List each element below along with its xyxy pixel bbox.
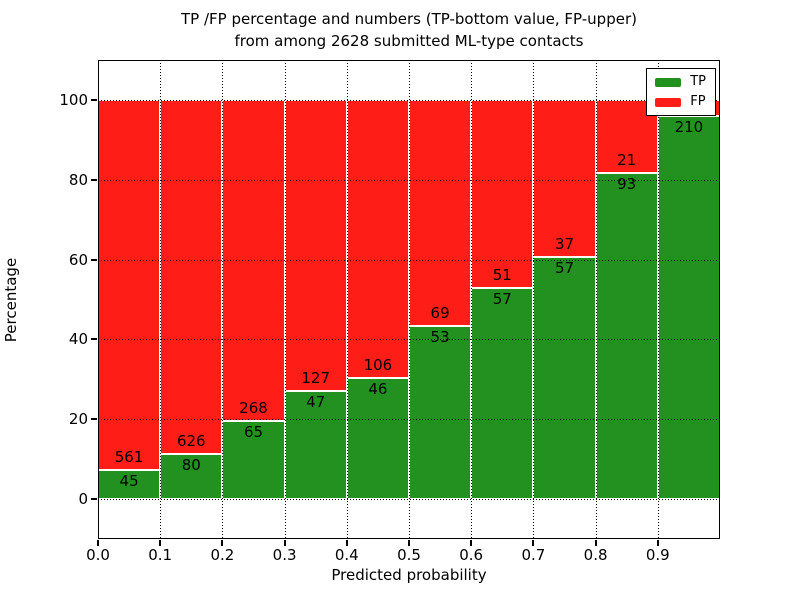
x-tick-label: 0.2 xyxy=(210,546,235,564)
chart-title-line2: from among 2628 submitted ML-type contac… xyxy=(234,32,584,50)
x-tick-label: 0.8 xyxy=(583,546,608,564)
y-tick-label: 40 xyxy=(68,330,88,349)
fp-count-label: 37 xyxy=(554,235,575,254)
tp-bar-segment xyxy=(595,173,658,500)
tp-bar-segment xyxy=(222,421,285,500)
tp-bar-segment xyxy=(284,391,347,500)
fp-bar-segment xyxy=(284,99,347,392)
x-tick-label: 0.9 xyxy=(645,546,670,564)
fp-count-label: 21 xyxy=(617,151,637,170)
y-tick-label: 80 xyxy=(68,170,88,189)
x-gridline xyxy=(284,60,286,539)
tp-bar-segment xyxy=(533,257,596,500)
y-tick-mark xyxy=(91,178,97,181)
y-axis-label: Percentage xyxy=(2,257,20,343)
chart-title: TP /FP percentage and numbers (TP-bottom… xyxy=(98,8,720,52)
fp-bar-segment xyxy=(160,99,223,454)
fp-count-label: 127 xyxy=(301,369,330,388)
x-gridline xyxy=(471,60,473,539)
legend-label-tp: TP xyxy=(690,74,706,89)
x-gridline xyxy=(533,60,535,539)
fp-count-label: 106 xyxy=(363,356,393,375)
x-tick-label: 0.4 xyxy=(334,546,359,564)
x-gridline xyxy=(160,60,162,539)
x-gridline xyxy=(595,60,597,539)
y-tick-label: 60 xyxy=(68,250,88,269)
tp-bar-segment xyxy=(471,288,534,500)
x-tick-label: 0.3 xyxy=(272,546,297,564)
tp-count-label: 45 xyxy=(119,471,139,490)
x-gridline xyxy=(657,60,659,539)
x-tick-label: 0.0 xyxy=(86,546,110,564)
x-tick-mark xyxy=(345,540,348,546)
tp-count-label: 53 xyxy=(430,327,450,346)
legend-swatch-tp xyxy=(655,77,682,87)
fp-count-label: 561 xyxy=(114,447,144,466)
fp-count-label: 626 xyxy=(176,431,206,450)
x-tick-mark xyxy=(470,540,473,546)
chart-title-line1: TP /FP percentage and numbers (TP-bottom… xyxy=(181,10,637,28)
y-tick-label: 100 xyxy=(59,90,88,109)
tp-count-label: 65 xyxy=(243,423,264,442)
x-tick-mark xyxy=(594,540,597,546)
fp-count-label: 69 xyxy=(430,303,450,322)
plot-area: 561 45 626 80 268 65 127 47 106 46 69 53 51 57 37 57 21 9… xyxy=(98,60,720,539)
y-tick-label: 20 xyxy=(68,410,88,429)
x-tick-mark xyxy=(532,540,535,546)
tp-count-label: 46 xyxy=(368,380,388,399)
y-tick-mark xyxy=(91,258,97,261)
tp-count-label: 93 xyxy=(617,175,637,194)
x-tick-mark xyxy=(159,540,162,546)
fp-bar-segment xyxy=(346,99,409,379)
tp-count-label: 47 xyxy=(306,393,326,412)
tp-count-label: 210 xyxy=(674,118,704,137)
x-tick-mark xyxy=(656,540,659,546)
fp-count-label: 268 xyxy=(239,399,268,418)
x-tick-label: 0.1 xyxy=(148,546,173,564)
x-tick-mark xyxy=(97,540,99,546)
tp-bar-segment xyxy=(98,469,161,500)
fp-bar-segment xyxy=(409,99,472,326)
legend-box: TP FP xyxy=(646,68,716,116)
y-tick-mark xyxy=(91,338,97,341)
tp-bar-segment xyxy=(409,325,472,500)
y-tick-mark xyxy=(91,98,97,101)
x-gridline xyxy=(409,60,410,539)
tp-count-label: 80 xyxy=(181,455,201,474)
x-tick-mark xyxy=(408,540,410,546)
tp-count-label: 57 xyxy=(492,290,512,309)
tp-bar-segment xyxy=(346,378,409,500)
x-tick-mark xyxy=(283,540,286,546)
fp-bar-segment xyxy=(98,99,161,470)
tp-count-label: 57 xyxy=(554,259,575,278)
tp-bar-segment xyxy=(657,116,720,500)
x-tick-mark xyxy=(221,540,224,546)
legend-entry: FP xyxy=(655,95,706,109)
x-tick-label: 0.7 xyxy=(521,546,546,564)
y-tick-mark xyxy=(91,498,97,501)
y-tick-mark xyxy=(91,418,97,421)
legend-label-fp: FP xyxy=(690,94,706,109)
legend-swatch-fp xyxy=(655,97,682,107)
fp-count-label: 51 xyxy=(492,266,512,285)
tp-bar-segment xyxy=(160,453,223,500)
y-tick-label: 0 xyxy=(78,490,88,509)
legend-entry: TP xyxy=(655,75,706,89)
x-gridline xyxy=(346,60,348,539)
x-gridline xyxy=(222,60,224,539)
x-axis-label: Predicted probability xyxy=(331,566,487,584)
x-tick-label: 0.5 xyxy=(397,546,421,564)
fp-bar-segment xyxy=(533,99,596,258)
x-tick-label: 0.6 xyxy=(459,546,484,564)
